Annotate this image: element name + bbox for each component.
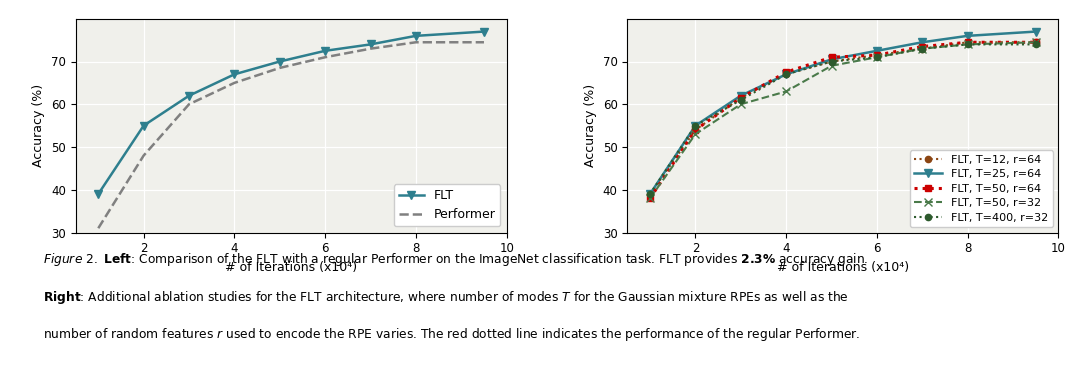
FLT	[137, 123, 150, 128]
FLT, T=12, r=64	[644, 192, 657, 196]
FLT, T=50, r=32	[734, 102, 747, 106]
FLT	[409, 34, 422, 38]
FLT	[319, 49, 332, 53]
FLT, T=50, r=64	[689, 128, 702, 132]
FLT, T=400, r=32	[870, 55, 883, 60]
FLT, T=50, r=32	[644, 196, 657, 201]
FLT, T=25, r=64	[870, 49, 883, 53]
Line: Performer: Performer	[98, 42, 484, 228]
Performer	[183, 102, 195, 106]
Line: FLT, T=50, r=32: FLT, T=50, r=32	[646, 39, 1040, 202]
FLT, T=25, r=64	[916, 40, 929, 45]
FLT, T=50, r=32	[689, 132, 702, 136]
Y-axis label: Accuracy (%): Accuracy (%)	[584, 84, 597, 167]
Text: $\mathbf{Right}$: Additional ablation studies for the FLT architecture, where nu: $\mathbf{Right}$: Additional ablation st…	[43, 289, 849, 306]
FLT, T=400, r=32	[734, 98, 747, 102]
FLT, T=50, r=64	[734, 96, 747, 100]
FLT	[183, 93, 195, 98]
Legend: FLT, Performer: FLT, Performer	[393, 184, 500, 226]
Performer	[92, 226, 105, 231]
FLT	[364, 42, 377, 46]
Line: FLT, T=12, r=64: FLT, T=12, r=64	[647, 39, 1039, 197]
FLT, T=400, r=32	[825, 59, 838, 64]
FLT, T=50, r=64	[916, 44, 929, 49]
Performer	[273, 66, 286, 70]
FLT, T=400, r=32	[689, 123, 702, 128]
FLT, T=50, r=64	[780, 70, 793, 74]
FLT	[477, 29, 490, 34]
Y-axis label: Accuracy (%): Accuracy (%)	[32, 84, 45, 167]
Performer	[228, 81, 241, 85]
FLT, T=25, r=64	[825, 57, 838, 62]
FLT, T=50, r=64	[961, 40, 974, 45]
FLT, T=50, r=64	[644, 196, 657, 201]
Performer	[137, 153, 150, 158]
Performer	[319, 55, 332, 60]
FLT, T=12, r=64	[916, 46, 929, 51]
FLT, T=25, r=64	[644, 192, 657, 196]
Line: FLT, T=400, r=32: FLT, T=400, r=32	[647, 41, 1039, 197]
Line: FLT, T=25, r=64: FLT, T=25, r=64	[646, 28, 1040, 198]
Performer	[364, 46, 377, 51]
FLT, T=50, r=32	[870, 55, 883, 60]
FLT, T=12, r=64	[825, 59, 838, 64]
X-axis label: # of Iterations (x10⁴): # of Iterations (x10⁴)	[777, 261, 909, 274]
FLT, T=50, r=64	[870, 53, 883, 57]
FLT, T=400, r=32	[961, 42, 974, 46]
FLT, T=50, r=32	[1029, 40, 1042, 45]
FLT, T=25, r=64	[734, 93, 747, 98]
FLT, T=12, r=64	[734, 96, 747, 100]
FLT, T=12, r=64	[780, 72, 793, 76]
FLT, T=25, r=64	[1029, 29, 1042, 34]
FLT, T=12, r=64	[689, 128, 702, 132]
Legend: FLT, T=12, r=64, FLT, T=25, r=64, FLT, T=50, r=64, FLT, T=50, r=32, FLT, T=400, : FLT, T=12, r=64, FLT, T=25, r=64, FLT, T…	[910, 150, 1053, 227]
X-axis label: # of Iterations (x10⁴): # of Iterations (x10⁴)	[225, 261, 357, 274]
Line: FLT: FLT	[94, 28, 488, 198]
FLT	[273, 59, 286, 64]
FLT, T=25, r=64	[780, 72, 793, 76]
FLT, T=12, r=64	[870, 53, 883, 57]
FLT, T=50, r=32	[825, 63, 838, 68]
FLT, T=50, r=32	[780, 89, 793, 94]
Text: $\it{Figure\ 2.}$ $\mathbf{Left}$: Comparison of the FLT with a regular Performe: $\it{Figure\ 2.}$ $\mathbf{Left}$: Compa…	[43, 251, 868, 268]
FLT	[228, 72, 241, 76]
FLT, T=400, r=32	[780, 72, 793, 76]
FLT, T=25, r=64	[961, 34, 974, 38]
FLT, T=50, r=32	[961, 42, 974, 46]
FLT	[92, 192, 105, 196]
Performer	[477, 40, 490, 45]
FLT, T=50, r=64	[825, 55, 838, 60]
Performer	[409, 40, 422, 45]
Text: number of random features $r$ used to encode the RPE varies. The red dotted line: number of random features $r$ used to en…	[43, 326, 861, 343]
FLT, T=50, r=64	[1029, 40, 1042, 45]
FLT, T=50, r=32	[916, 46, 929, 51]
FLT, T=400, r=32	[916, 46, 929, 51]
Line: FLT, T=50, r=64: FLT, T=50, r=64	[647, 39, 1039, 202]
FLT, T=400, r=32	[1029, 42, 1042, 46]
FLT, T=400, r=32	[644, 192, 657, 196]
FLT, T=25, r=64	[689, 123, 702, 128]
FLT, T=12, r=64	[1029, 40, 1042, 45]
FLT, T=12, r=64	[961, 40, 974, 45]
